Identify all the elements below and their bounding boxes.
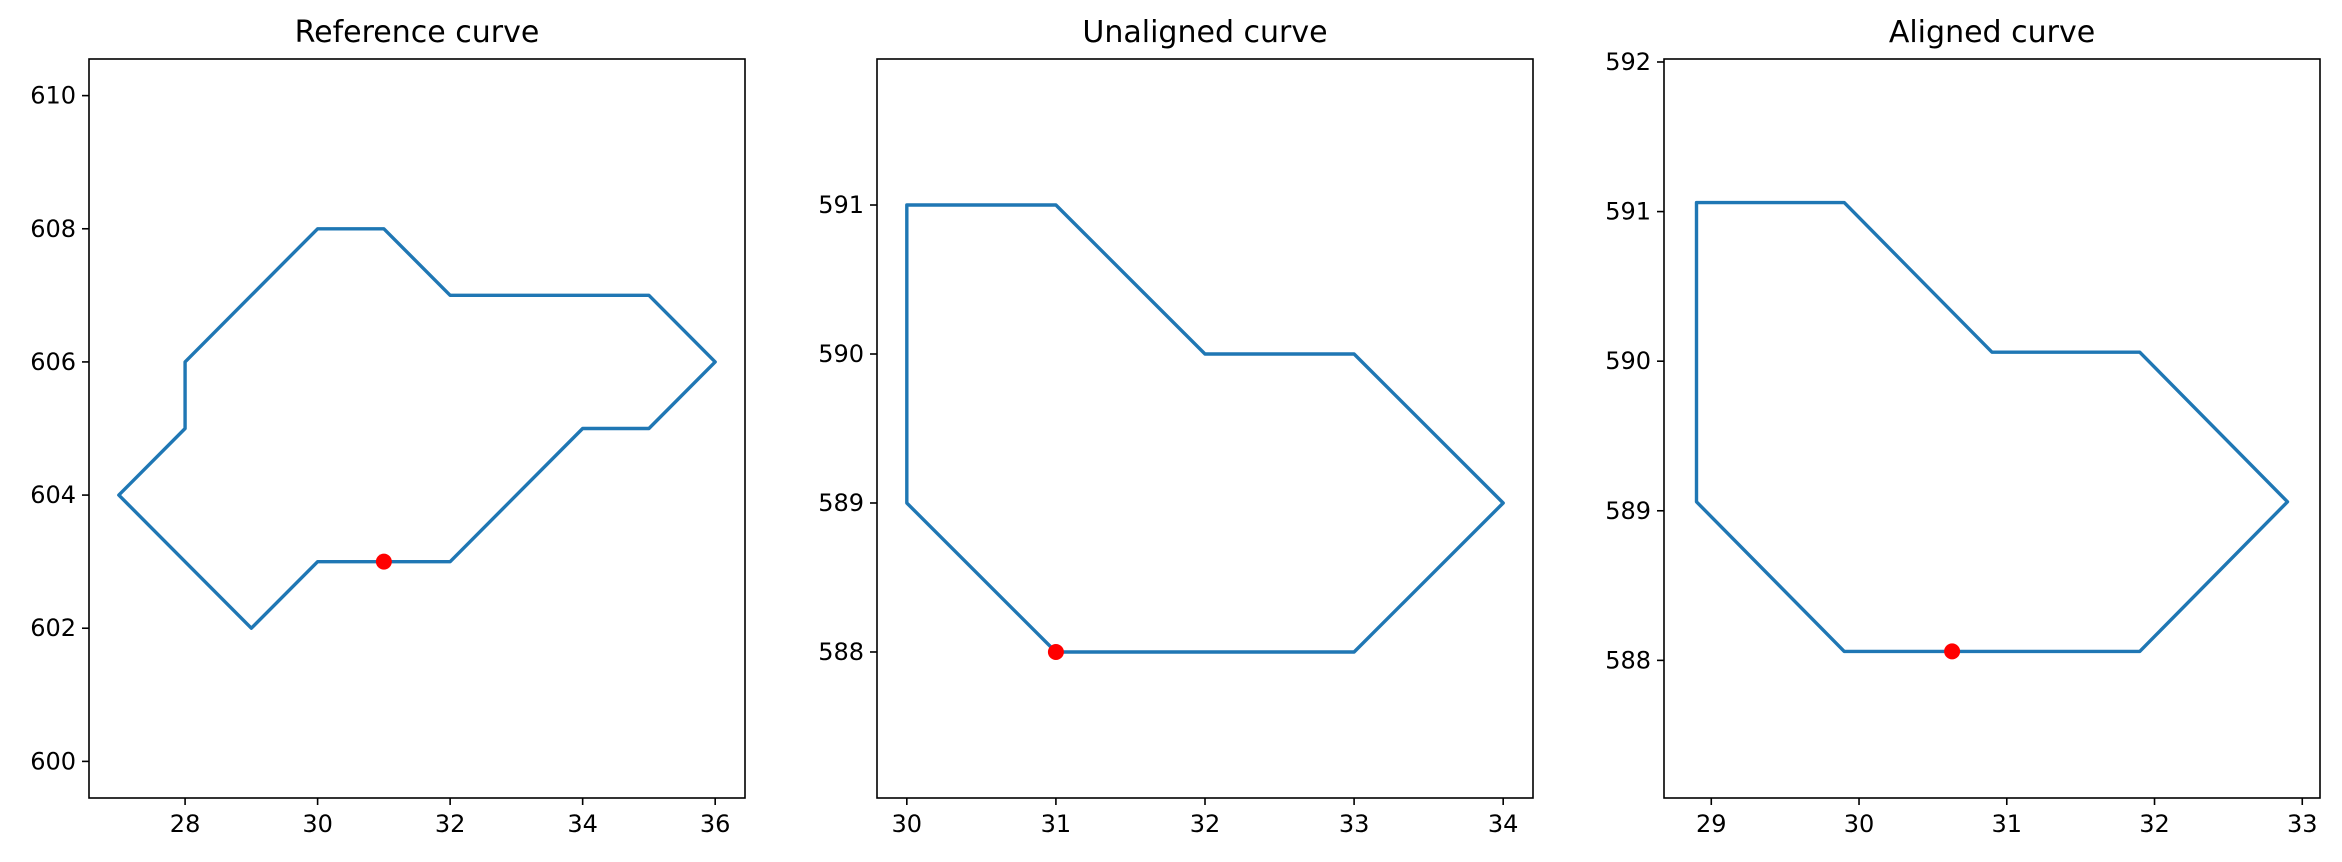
axes-frame — [876, 58, 1534, 799]
x-tick-label: 31 — [1992, 810, 2023, 838]
y-tick-label: 592 — [1605, 48, 1651, 76]
x-tick-label: 31 — [1041, 810, 1072, 838]
axes-frame — [1663, 58, 2321, 799]
y-tick-label: 589 — [1605, 497, 1651, 525]
y-tick-label: 610 — [30, 82, 76, 110]
x-tick-label: 30 — [1844, 810, 1875, 838]
start-point-marker — [1047, 643, 1064, 660]
y-tick-label: 588 — [818, 638, 864, 666]
y-tick-label: 600 — [30, 747, 76, 775]
x-tick-label: 32 — [435, 810, 466, 838]
chart-title: Unaligned curve — [1082, 15, 1327, 50]
curve-line — [1694, 200, 2290, 654]
x-tick-label: 32 — [1190, 810, 1221, 838]
x-tick-label: 34 — [1488, 810, 1519, 838]
chart-title: Reference curve — [295, 15, 540, 50]
x-tick-label: 34 — [567, 810, 598, 838]
x-tick-label: 33 — [2287, 810, 2318, 838]
x-tick-label: 33 — [1339, 810, 1370, 838]
y-tick-label: 590 — [818, 340, 864, 368]
start-point-marker — [1944, 643, 1961, 660]
x-tick-label: 32 — [2139, 810, 2170, 838]
start-point-marker — [375, 553, 392, 570]
y-tick-label: 591 — [1605, 198, 1651, 226]
x-tick-label: 30 — [892, 810, 923, 838]
axes-frame — [88, 58, 746, 799]
x-tick-label: 28 — [170, 810, 201, 838]
plot-panel-1: 28 30 32 34 36 600 602 604 606 608 610 Reference cu… — [30, 15, 746, 838]
curve-line — [905, 203, 1505, 654]
plot-panel-2: 30 31 32 33 34 588 589 590 591 Unaligned curve — [818, 15, 1534, 838]
x-tick-label: 29 — [1696, 810, 1727, 838]
y-tick-label: 606 — [30, 348, 76, 376]
plot-panel-3: 29 30 31 32 33 588 589 590 591 592 Aligned curve — [1605, 15, 2321, 838]
y-tick-label: 602 — [30, 614, 76, 642]
y-tick-label: 604 — [30, 481, 76, 509]
y-tick-label: 591 — [818, 191, 864, 219]
x-tick-label: 36 — [700, 810, 731, 838]
curve-line — [117, 227, 717, 630]
y-tick-label: 590 — [1605, 347, 1651, 375]
chart-title: Aligned curve — [1889, 15, 2095, 50]
y-tick-label: 589 — [818, 489, 864, 517]
y-tick-label: 608 — [30, 215, 76, 243]
y-tick-label: 588 — [1605, 646, 1651, 674]
x-tick-label: 30 — [302, 810, 333, 838]
